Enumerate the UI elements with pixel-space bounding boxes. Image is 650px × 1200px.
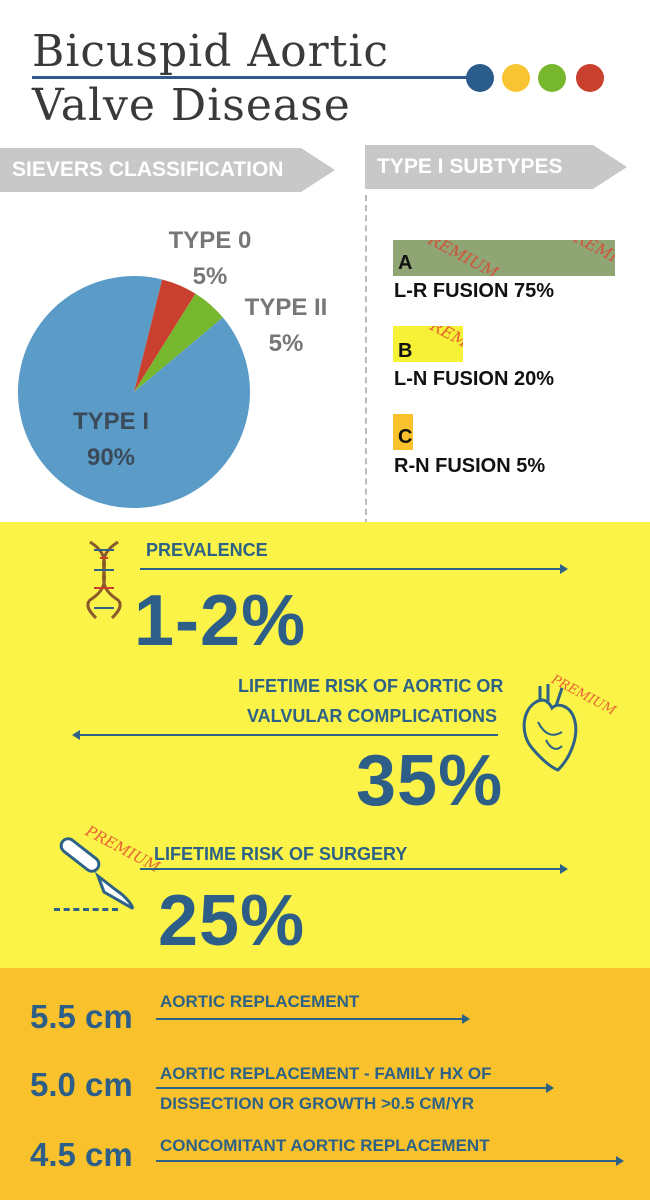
pie-label-type-ii: TYPE II 5% xyxy=(236,294,336,358)
threshold-5-5-arrow-head-icon xyxy=(462,1014,470,1024)
threshold-4-5-arrow-head-icon xyxy=(616,1156,624,1166)
threshold-size-4-5: 4.5 cm xyxy=(30,1136,133,1173)
threshold-5-0-arrow-line xyxy=(156,1087,546,1089)
pie-label-type-i: TYPE I 90% xyxy=(66,408,156,472)
prevalence-arrow-head-icon xyxy=(560,564,568,574)
subtype-c-letter: C xyxy=(398,426,413,448)
pie-label-type-0: TYPE 0 5% xyxy=(158,227,262,291)
threshold-size-5-5: 5.5 cm xyxy=(30,998,133,1035)
complications-value: 35% xyxy=(356,741,504,821)
threshold-5-5-arrow-line xyxy=(156,1018,462,1020)
scalpel-icon xyxy=(59,837,134,910)
surgery-arrow-head-icon xyxy=(560,864,568,874)
sievers-classification-banner: SIEVERS CLASSIFICATION xyxy=(0,148,335,192)
yellow-dot-icon xyxy=(502,64,530,92)
section-divider xyxy=(365,195,367,525)
complications-label-line2: VALVULAR COMPLICATIONS xyxy=(247,706,497,726)
surgery-label: LIFETIME RISK OF SURGERY xyxy=(154,844,408,864)
subtype-a-letter: A xyxy=(398,252,413,274)
threshold-text-5-0-line2: DISSECTION OR GROWTH >0.5 CM/YR xyxy=(160,1094,475,1113)
pie-slice-type-i xyxy=(17,276,250,508)
threshold-4-5-arrow-line xyxy=(156,1160,616,1162)
title-divider xyxy=(32,76,472,79)
pie-slice-type-0 xyxy=(134,279,196,392)
subtype-b-letter: B xyxy=(398,340,413,362)
type-i-subtypes-banner: TYPE I SUBTYPES xyxy=(365,145,627,189)
complications-arrow-head-icon xyxy=(72,730,80,740)
subtype-b-highlight: PREMIUM xyxy=(393,326,463,362)
heart-icon xyxy=(522,684,578,772)
threshold-5-0-arrow-head-icon xyxy=(546,1083,554,1093)
complications-label-line1: LIFETIME RISK OF AORTIC OR xyxy=(238,676,504,696)
pie-label-type-ii-name: TYPE II xyxy=(244,294,328,321)
subtype-a-text: L-R FUSION 75% xyxy=(394,280,555,302)
watermark-b: PREMIUM xyxy=(417,326,463,362)
surgery-value: 25% xyxy=(158,881,306,961)
complications-arrow-line xyxy=(78,734,498,736)
threshold-size-5-0: 5.0 cm xyxy=(30,1066,133,1103)
page-title-line1: Bicuspid Aortic xyxy=(32,26,390,77)
threshold-text-5-5: AORTIC REPLACEMENT xyxy=(160,992,360,1011)
subtype-c-highlight xyxy=(393,414,413,450)
pie-label-type-ii-value: 5% xyxy=(268,330,304,357)
prevalence-label: PREVALENCE xyxy=(146,540,268,560)
pie-slice-type-ii xyxy=(134,293,223,392)
surgery-arrow-line xyxy=(140,868,560,870)
dna-icon xyxy=(86,540,122,620)
page-title-line2: Valve Disease xyxy=(32,80,351,131)
prevalence-arrow-line xyxy=(140,568,560,570)
threshold-text-4-5: CONCOMITANT AORTIC REPLACEMENT xyxy=(160,1136,490,1155)
pie-label-type-0-name: TYPE 0 xyxy=(168,227,252,254)
sievers-pie-chart xyxy=(17,276,250,508)
subtype-c-text: R-N FUSION 5% xyxy=(394,455,546,477)
subtype-a-highlight: PREMIUM PREMIUM xyxy=(393,240,615,276)
red-dot-icon xyxy=(576,64,604,92)
blue-dot-icon xyxy=(466,64,494,92)
prevalence-value: 1-2% xyxy=(134,581,307,661)
green-dot-icon xyxy=(538,64,566,92)
watermark-a2: PREMIUM xyxy=(561,240,615,276)
pie-label-type-i-value: 90% xyxy=(86,444,136,471)
scalpel-cut-line xyxy=(54,908,118,911)
subtype-b-text: L-N FUSION 20% xyxy=(394,368,555,390)
watermark-a1: PREMIUM xyxy=(415,240,502,276)
pie-label-type-0-value: 5% xyxy=(192,263,228,290)
pie-label-type-i-name: TYPE I xyxy=(72,408,150,435)
threshold-text-5-0-line1: AORTIC REPLACEMENT - FAMILY HX OF xyxy=(160,1064,492,1083)
